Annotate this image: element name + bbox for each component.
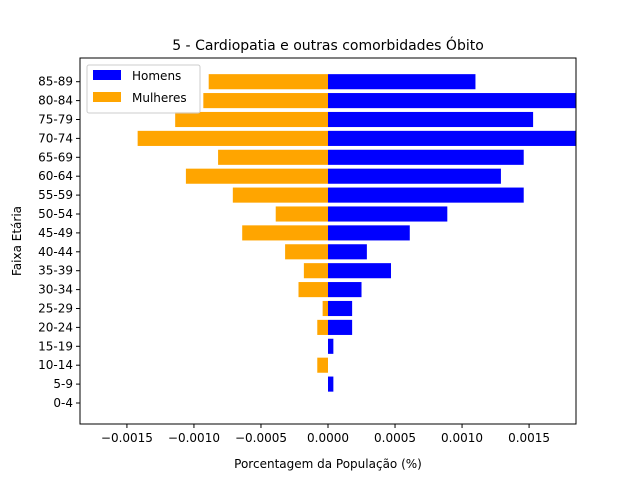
y-tick-label: 60-64 [38,169,73,183]
bar-mulheres-80-84 [203,93,328,109]
x-axis-ticks: −0.0015 −0.0010 −0.0005 0.0000 0.0005 0.0010 0… [101,424,550,445]
bar-homens-20-24 [328,319,353,335]
legend: Homens Mulheres [86,64,201,114]
y-axis-label: Faixa Etária [10,206,24,276]
bar-homens-35-39 [328,263,392,279]
bar-homens-55-59 [328,187,524,203]
bar-homens-45-49 [328,225,410,241]
y-tick-label: 0-4 [53,396,73,410]
bar-homens-65-69 [328,149,524,165]
bar-mulheres-40-44 [285,244,328,260]
bar-mulheres-65-69 [218,149,328,165]
legend-label-homens: Homens [132,69,181,83]
y-tick-label: 25-29 [38,302,73,316]
bar-mulheres-85-89 [208,74,328,90]
legend-label-mulheres: Mulheres [132,91,187,105]
bar-mulheres-75-79 [175,111,328,128]
bar-mulheres-25-29 [322,300,328,317]
x-tick-label: −0.0010 [168,431,220,445]
y-tick-label: 50-54 [38,207,73,221]
y-tick-label: 35-39 [38,264,73,278]
x-tick-label: −0.0005 [235,431,287,445]
y-tick-label: 40-44 [38,245,73,259]
bar-mulheres-20-24 [317,319,328,335]
bar-mulheres-70-74 [137,130,328,146]
bar-homens-50-54 [328,206,448,222]
y-tick-label: 75-79 [38,113,73,127]
y-tick-label: 55-59 [38,188,73,202]
x-tick-label: 0.0015 [508,431,550,445]
x-tick-label: 0.0005 [374,431,416,445]
y-tick-label: 20-24 [38,320,73,334]
bar-mulheres-60-64 [185,168,328,184]
bar-mulheres-10-14 [317,357,328,373]
bar-homens-5-9 [328,376,334,392]
y-tick-label: 30-34 [38,283,73,297]
y-tick-label: 80-84 [38,94,73,108]
y-tick-label: 10-14 [38,358,73,372]
y-tick-label: 85-89 [38,75,73,89]
bar-homens-25-29 [328,300,353,317]
x-tick-label: 0.0010 [441,431,483,445]
bar-homens-70-74 [328,130,576,146]
bar-homens-60-64 [328,168,501,184]
x-tick-label: −0.0015 [101,431,153,445]
bar-mulheres-45-49 [242,225,328,241]
y-tick-label: 65-69 [38,150,73,164]
y-tick-label: 45-49 [38,226,73,240]
plot-frame [79,57,577,425]
bar-mulheres-35-39 [303,263,328,279]
bars-group [137,74,576,392]
bar-homens-75-79 [328,111,534,128]
legend-swatch-homens [93,70,121,80]
x-axis-label: Porcentagem da População (%) [234,457,422,471]
bar-homens-40-44 [328,244,367,260]
x-tick-label: 0.0000 [307,431,349,445]
y-tick-label: 5-9 [53,377,73,391]
y-axis-ticks: 0-4 5-9 10-14 15-19 20-24 25-29 30-34 35-39 40-4… [38,75,80,410]
bar-homens-85-89 [328,74,476,90]
y-tick-label: 15-19 [38,339,73,353]
chart-title: 5 - Cardiopatia e outras comorbidades Ób… [172,36,484,54]
bar-mulheres-30-34 [298,282,328,298]
bar-mulheres-55-59 [232,187,328,203]
legend-swatch-mulheres [93,92,121,102]
bar-homens-80-84 [328,93,576,109]
bar-homens-30-34 [328,282,362,298]
y-tick-label: 70-74 [38,131,73,145]
bar-mulheres-50-54 [275,206,328,222]
bar-homens-15-19 [328,338,334,354]
